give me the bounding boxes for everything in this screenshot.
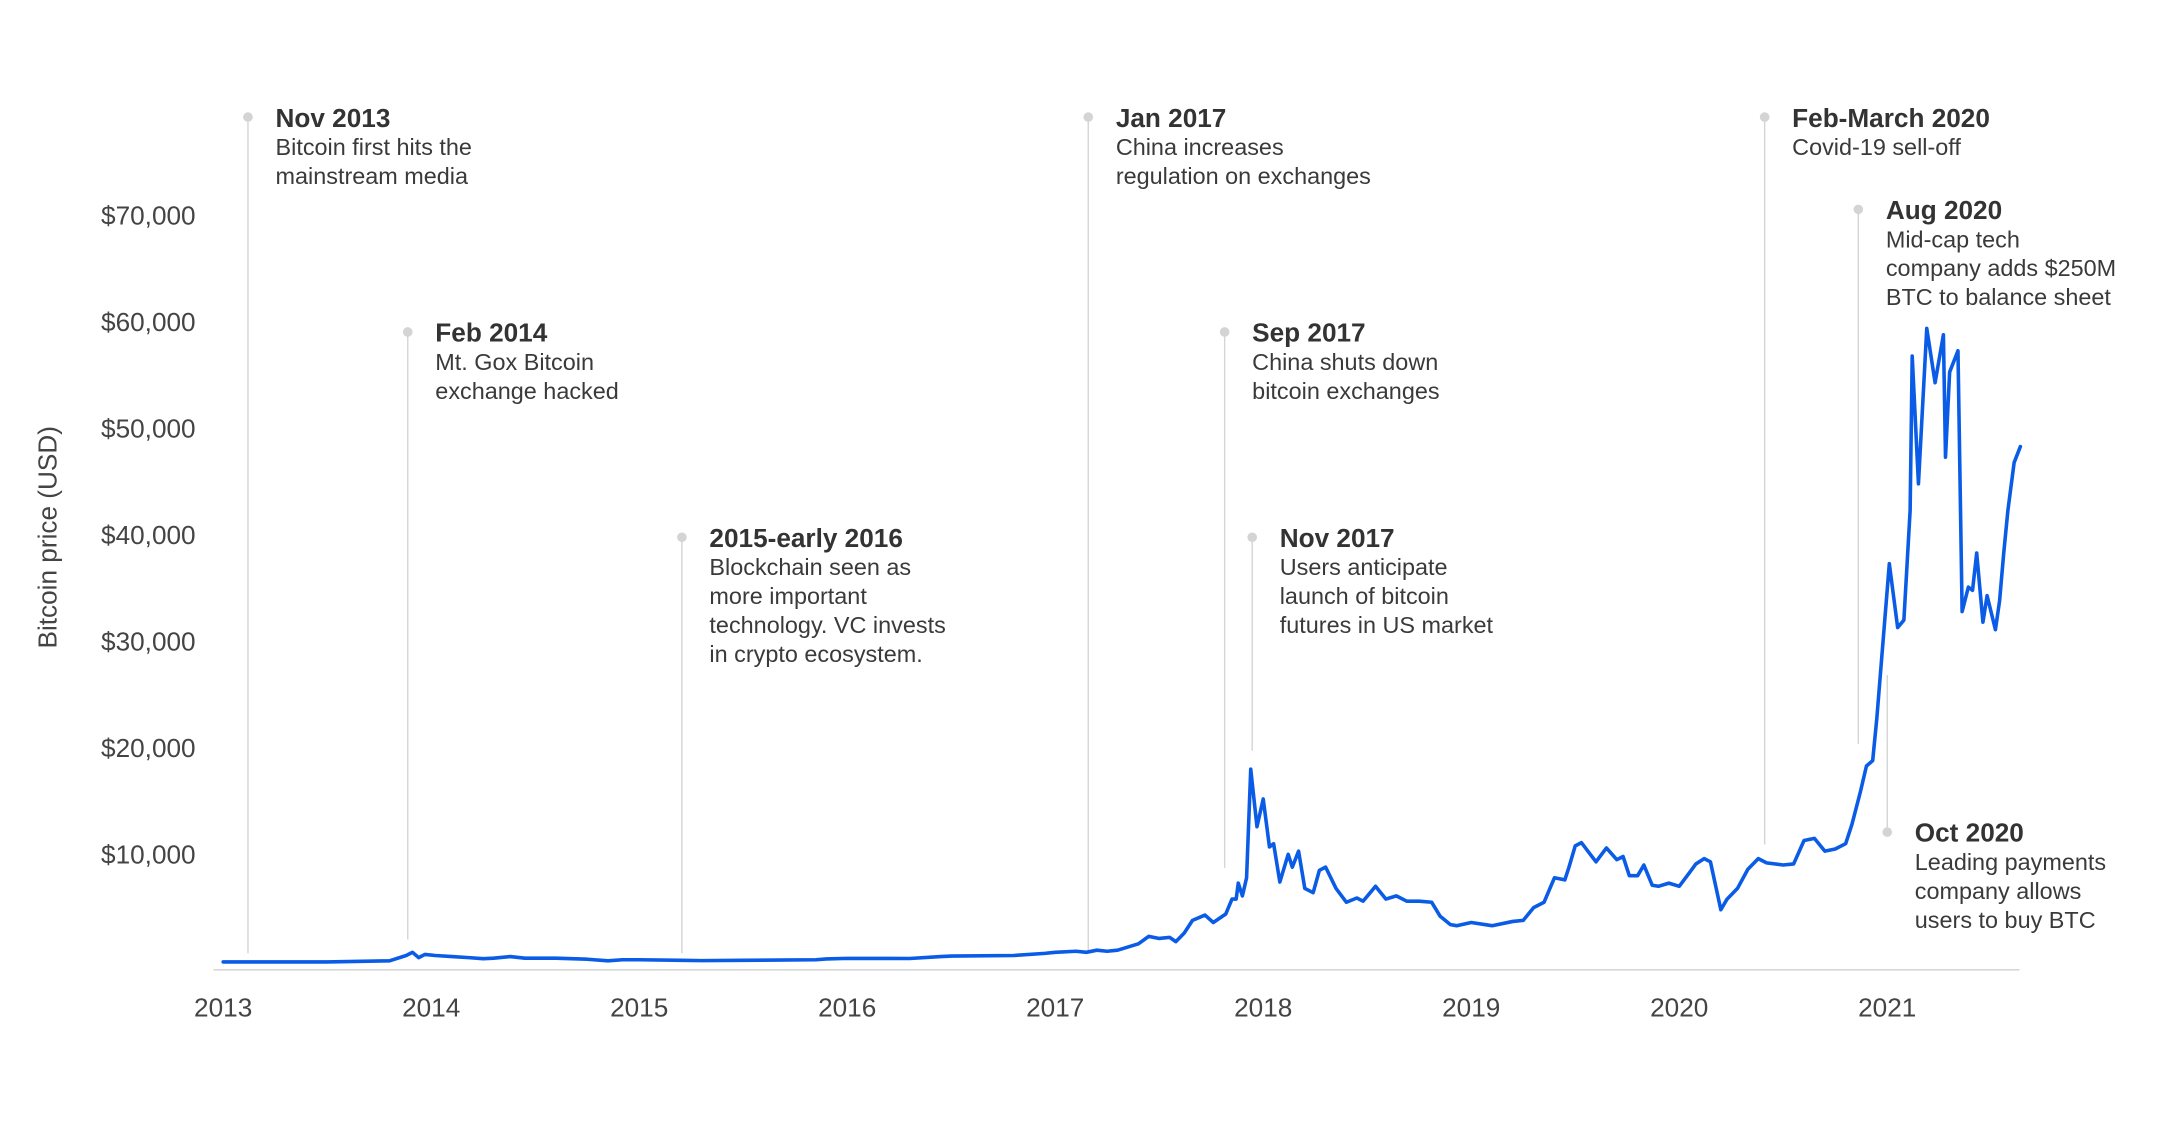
annotation-text: Mid-cap tech	[1886, 226, 2020, 252]
x-tick-label: 2018	[1234, 993, 1292, 1023]
y-tick-label: $10,000	[101, 839, 196, 869]
y-tick-label: $40,000	[101, 520, 196, 550]
y-tick-label: $20,000	[101, 733, 196, 763]
y-tick-label: $60,000	[101, 307, 196, 337]
annotation-title: 2015-early 2016	[709, 523, 902, 553]
x-tick-label: 2015	[610, 993, 668, 1023]
annotation-text: China shuts down	[1252, 349, 1438, 375]
leader-dot	[1219, 327, 1230, 337]
y-tick-label: $50,000	[101, 414, 196, 444]
annotation-title: Feb 2014	[435, 318, 547, 348]
leader-dot	[1759, 112, 1770, 122]
annotation-title: Sep 2017	[1252, 318, 1365, 348]
annotation-text: company allows	[1915, 878, 2082, 904]
x-tick-label: 2021	[1858, 993, 1916, 1023]
x-tick-label: 2013	[194, 993, 252, 1023]
annotation-text: users to buy BTC	[1915, 907, 2096, 933]
annotation-title: Jan 2017	[1116, 103, 1227, 133]
leader-dot	[1083, 112, 1094, 122]
y-tick-label: $30,000	[101, 626, 196, 656]
annotation-text: Mt. Gox Bitcoin	[435, 349, 594, 375]
annotation-text: bitcoin exchanges	[1252, 378, 1439, 404]
annotation-text: futures in US market	[1280, 612, 1494, 638]
annotation-text: Users anticipate	[1280, 554, 1448, 580]
annotation-text: BTC to balance sheet	[1886, 284, 2112, 310]
y-tick-label: $70,000	[101, 201, 196, 231]
x-tick-label: 2016	[818, 993, 876, 1023]
annotation-title: Nov 2013	[276, 103, 391, 133]
price-line	[221, 326, 2023, 964]
annotation-text: launch of bitcoin	[1280, 583, 1449, 609]
leader-dot	[402, 327, 413, 337]
annotation-text: Bitcoin first hits the	[276, 134, 472, 160]
annotation-text: company adds $250M	[1886, 255, 2116, 281]
annotation-text: in crypto ecosystem.	[709, 641, 922, 667]
annotation-text: Blockchain seen as	[709, 554, 911, 580]
annotation-text: Leading payments	[1915, 849, 2106, 875]
leader-dot	[243, 112, 253, 122]
leader-dot	[1882, 827, 1893, 837]
annotation-title: Nov 2017	[1280, 523, 1395, 553]
annotation-text: exchange hacked	[435, 378, 618, 404]
annotation-text: Covid-19 sell-off	[1792, 134, 1961, 160]
annotation-text: mainstream media	[276, 163, 469, 189]
annotation-text: more important	[709, 583, 867, 609]
y-axis-label: Bitcoin price (USD)	[32, 426, 62, 648]
leader-dot	[1853, 204, 1864, 215]
annotation-title: Feb-March 2020	[1792, 103, 1990, 133]
annotation-text: technology. VC invests	[709, 612, 945, 638]
annotation-title: Oct 2020	[1915, 818, 2024, 848]
annotation-text: China increases	[1116, 134, 1284, 160]
x-tick-label: 2019	[1442, 993, 1500, 1023]
leader-dot	[1247, 532, 1258, 543]
leader-dot	[677, 532, 687, 543]
x-tick-label: 2014	[402, 993, 460, 1023]
x-tick-label: 2017	[1026, 993, 1084, 1023]
annotation-title: Aug 2020	[1886, 195, 2002, 225]
annotation-text: regulation on exchanges	[1116, 163, 1371, 189]
x-tick-label: 2020	[1650, 993, 1708, 1023]
